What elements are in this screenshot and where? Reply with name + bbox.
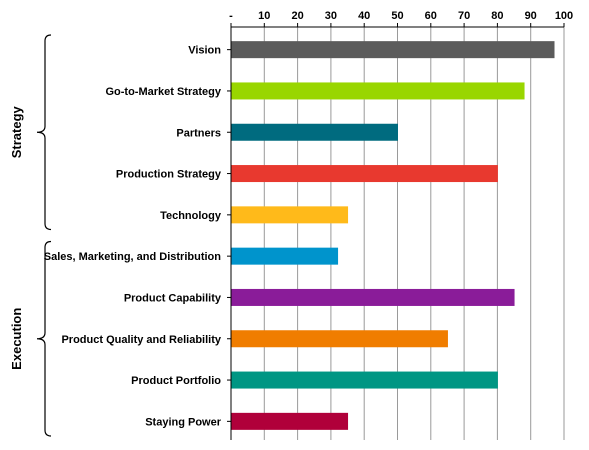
bar xyxy=(231,412,349,430)
bar xyxy=(231,165,498,183)
x-tick-label: 60 xyxy=(425,10,437,22)
bar xyxy=(231,82,525,100)
bar xyxy=(231,288,515,306)
bar xyxy=(231,330,448,348)
x-tick-label: 30 xyxy=(325,10,337,22)
x-tick-labels: - 10 20 30 40 50 60 70 80 90 100 xyxy=(229,10,573,22)
category-labels: Vision Go-to-Market Strategy Partners Produ… xyxy=(44,45,222,429)
bar xyxy=(231,123,398,141)
category-label: Sales, Marketing, and Distribution xyxy=(44,251,222,263)
category-label: Vision xyxy=(188,45,221,57)
x-tick-label: 40 xyxy=(358,10,370,22)
bar xyxy=(231,41,555,59)
group-brackets: Strategy Execution xyxy=(9,34,52,437)
x-tick-label: 10 xyxy=(258,10,270,22)
x-tick-label: 20 xyxy=(291,10,303,22)
x-tick-label: 80 xyxy=(491,10,503,22)
category-label: Product Portfolio xyxy=(131,375,221,387)
x-tick-label: 70 xyxy=(458,10,470,22)
group-label: Execution xyxy=(9,308,24,370)
x-tick-label: 90 xyxy=(525,10,537,22)
group-label: Strategy xyxy=(9,105,24,158)
category-label: Production Strategy xyxy=(116,169,222,181)
axes xyxy=(227,23,565,440)
group-bracket xyxy=(36,34,52,231)
x-tick-label: 100 xyxy=(555,10,573,22)
bar xyxy=(231,247,339,265)
category-label: Product Quality and Reliability xyxy=(61,334,221,346)
group-bracket xyxy=(36,240,52,437)
bar xyxy=(231,371,498,389)
category-label: Staying Power xyxy=(145,416,222,428)
category-label: Product Capability xyxy=(124,292,222,304)
category-label: Go-to-Market Strategy xyxy=(105,86,221,98)
category-label: Technology xyxy=(160,210,222,222)
x-tick-label: 50 xyxy=(391,10,403,22)
x-tick-label: - xyxy=(229,10,233,22)
bar xyxy=(231,206,349,224)
category-label: Partners xyxy=(176,127,221,139)
bars xyxy=(231,41,555,430)
